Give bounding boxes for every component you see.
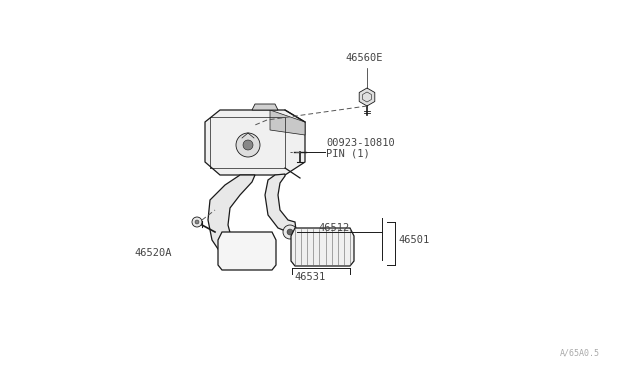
Text: 46501: 46501 — [398, 235, 429, 245]
Circle shape — [283, 225, 297, 239]
Polygon shape — [205, 110, 305, 175]
Polygon shape — [218, 232, 276, 270]
Text: 00923-10810: 00923-10810 — [326, 138, 395, 148]
Polygon shape — [359, 88, 375, 106]
Circle shape — [192, 217, 202, 227]
Text: PIN (1): PIN (1) — [326, 148, 370, 158]
Circle shape — [243, 140, 253, 150]
Polygon shape — [252, 104, 278, 110]
Polygon shape — [291, 228, 354, 266]
Polygon shape — [208, 175, 255, 258]
Circle shape — [236, 133, 260, 157]
Circle shape — [195, 220, 199, 224]
Text: 46520A: 46520A — [134, 248, 172, 258]
Text: 46531: 46531 — [294, 272, 325, 282]
Polygon shape — [265, 174, 296, 232]
Text: A/65A0.5: A/65A0.5 — [560, 349, 600, 358]
Text: 46512: 46512 — [318, 223, 349, 233]
Polygon shape — [270, 110, 305, 135]
Text: 46560E: 46560E — [345, 53, 383, 63]
Circle shape — [287, 229, 293, 235]
